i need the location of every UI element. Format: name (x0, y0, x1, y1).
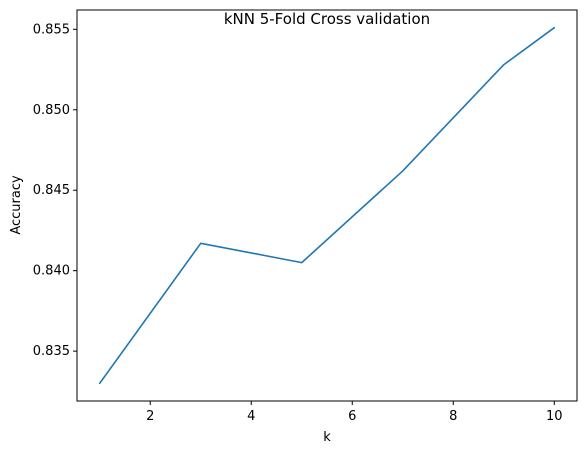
y-tick-label: 0.840 (33, 264, 70, 279)
y-tick-label: 0.855 (33, 22, 70, 37)
x-tick-label: 6 (348, 409, 356, 424)
x-tick-label: 4 (247, 409, 255, 424)
y-tick-label: 0.845 (33, 183, 70, 198)
plot-frame (77, 10, 577, 401)
y-tick-label: 0.835 (33, 344, 70, 359)
y-axis: 0.835 0.840 0.845 0.850 0.855 (33, 22, 77, 359)
y-tick-label: 0.850 (33, 103, 70, 118)
x-axis-label: k (323, 430, 331, 445)
chart-title: kNN 5-Fold Cross validation (224, 10, 430, 28)
x-axis: 2 4 6 8 10 (146, 401, 562, 424)
series-line (100, 28, 555, 384)
x-tick-label: 2 (146, 409, 154, 424)
series-layer (100, 28, 555, 384)
x-tick-label: 10 (546, 409, 563, 424)
x-tick-label: 8 (449, 409, 457, 424)
y-axis-label: Accuracy (9, 175, 24, 235)
